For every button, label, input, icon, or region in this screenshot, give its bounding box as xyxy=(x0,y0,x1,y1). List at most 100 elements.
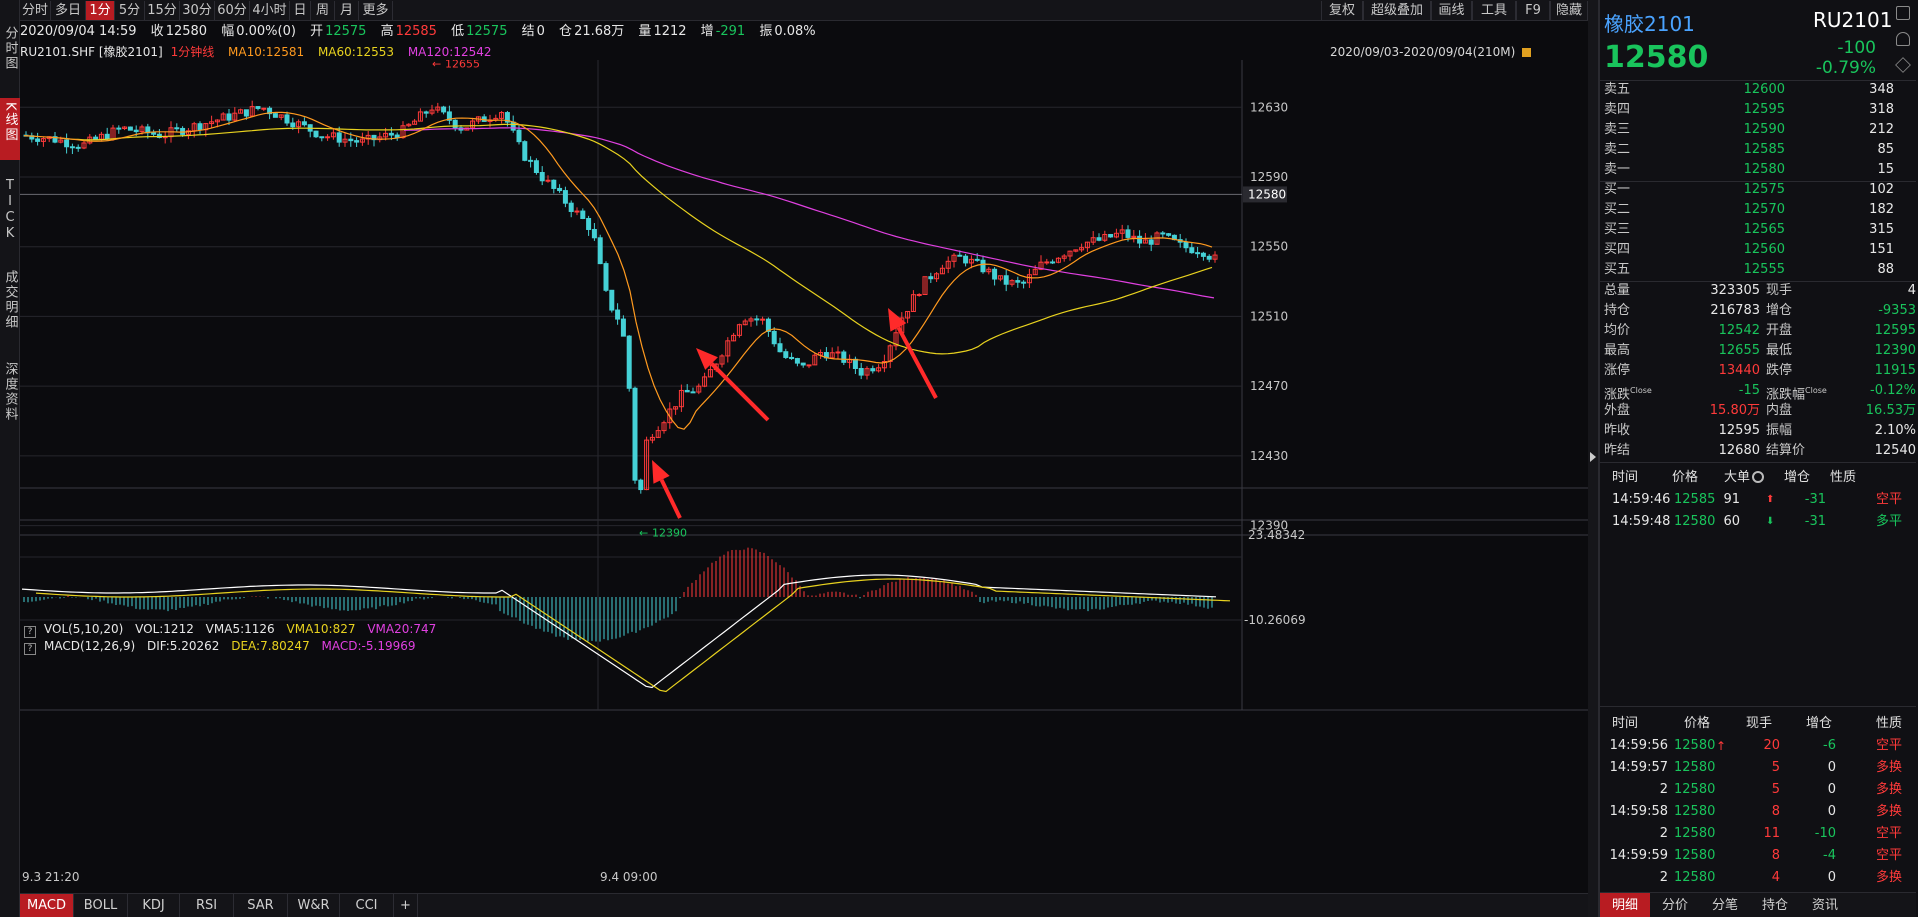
column-header: 时间 xyxy=(1612,716,1639,731)
tick-header: 时间 价格 现手 增仓 性质 xyxy=(1600,713,1916,735)
order-book-row[interactable]: 买五 12555 88 xyxy=(1604,260,1916,280)
question-icon[interactable] xyxy=(1896,6,1910,20)
period-button-9[interactable]: 周 xyxy=(311,1,335,20)
indicator-tab-3[interactable]: RSI xyxy=(180,894,234,917)
stat-label-text: 现手 xyxy=(1766,283,1793,298)
tool-button-4[interactable]: F9 xyxy=(1516,1,1550,20)
stats-row: 外盘 15.80万 内盘 16.53万 xyxy=(1604,401,1916,421)
tick-price: 12580 xyxy=(1674,826,1716,841)
tick-row[interactable]: 14:59:59 12580 8 -4 空平 xyxy=(1600,845,1916,867)
nav-tab-timeshare[interactable]: 分时图 xyxy=(0,22,20,84)
macd-value: MACD:-5.19969 xyxy=(321,639,416,653)
indicator-tab-6[interactable]: CCI xyxy=(340,894,394,917)
edit-icon[interactable] xyxy=(1895,57,1911,73)
indicator-tab-1[interactable]: BOLL xyxy=(74,894,128,917)
period-button-4[interactable]: 15分 xyxy=(145,1,180,20)
candle-body xyxy=(905,310,911,319)
panel-tab-1[interactable]: 分价 xyxy=(1661,898,1688,913)
stat-label-text: 内盘 xyxy=(1766,403,1793,418)
divider xyxy=(1600,80,1916,81)
tick-price: 12580 xyxy=(1674,848,1716,863)
indicator-tab-4[interactable]: SAR xyxy=(234,894,288,917)
stat-value: 12595 xyxy=(1718,423,1760,438)
panel-tab-3[interactable]: 持仓 xyxy=(1761,898,1788,913)
period-button-1[interactable]: 多日 xyxy=(51,1,86,20)
trade-volume: 91 xyxy=(1723,492,1740,507)
candle-body xyxy=(1166,233,1172,236)
nav-tab-tick[interactable]: TICK xyxy=(0,174,20,254)
order-level-label: 买一 xyxy=(1604,182,1631,197)
period-button-5[interactable]: 30分 xyxy=(180,1,215,20)
panel-tab-4[interactable]: 资讯 xyxy=(1811,898,1838,913)
candle-body xyxy=(794,358,800,364)
indicator-tab-5[interactable]: W&R xyxy=(288,894,340,917)
candle-body xyxy=(156,133,162,138)
column-header: 大单 xyxy=(1724,470,1751,485)
left-vertical-nav: 分时图 K线图 TICK 成交明细 深度资料 xyxy=(0,0,20,917)
order-book-row[interactable]: 买四 12560 151 xyxy=(1604,240,1916,260)
period-button-0[interactable]: 分时 xyxy=(20,1,51,20)
tool-button-2[interactable]: 画线 xyxy=(1431,1,1472,20)
tick-row[interactable]: 2 12580 5 0 多换 xyxy=(1600,779,1916,801)
candle-body xyxy=(609,289,615,311)
order-book-row[interactable]: 卖一 12580 15 xyxy=(1604,160,1916,180)
period-button-3[interactable]: 5分 xyxy=(115,1,145,20)
stat-label: 现手 xyxy=(1766,281,1792,301)
period-button-7[interactable]: 4小时 xyxy=(250,1,290,20)
help-icon[interactable]: ? xyxy=(24,626,36,638)
order-book-row[interactable]: 卖三 12590 212 xyxy=(1604,120,1916,140)
order-book-row[interactable]: 买二 12570 182 xyxy=(1604,200,1916,220)
order-book-row[interactable]: 买一 12575 102 xyxy=(1604,180,1916,200)
period-button-11[interactable]: 更多 xyxy=(359,1,393,20)
order-book-row[interactable]: 卖五 12600 348 xyxy=(1604,80,1916,100)
nav-tab-kline[interactable]: K线图 xyxy=(0,98,20,160)
tool-button-0[interactable]: 复权 xyxy=(1321,1,1363,20)
trade-time: 14:59:48 xyxy=(1612,514,1671,529)
change-value: 0.00%(0) xyxy=(236,24,296,39)
bell-icon[interactable] xyxy=(1896,32,1910,46)
lock-icon[interactable] xyxy=(1522,48,1532,57)
order-book-row[interactable]: 买三 12565 315 xyxy=(1604,220,1916,240)
nav-tab-trade-detail[interactable]: 成交明细 xyxy=(0,266,20,346)
stats-row: 涨跌Close -15 涨跌幅Close -0.12% xyxy=(1604,381,1916,402)
panel-tab-2[interactable]: 分笔 xyxy=(1711,898,1738,913)
price-tick-label: 12630 xyxy=(1250,100,1288,114)
stats-row: 涨停 13440 跌停 11915 xyxy=(1604,361,1916,381)
candle-body xyxy=(626,335,632,389)
arrow-head xyxy=(696,348,718,370)
stat-label: 振幅 xyxy=(1766,421,1792,441)
help-icon[interactable]: ? xyxy=(24,643,36,655)
panel-tab-0[interactable]: 明细 xyxy=(1600,893,1650,917)
candle-body xyxy=(423,111,429,114)
candle-body xyxy=(812,354,818,366)
amplitude-value: 0.08% xyxy=(774,24,816,39)
tick-row[interactable]: 2 12580 4 0 多换 xyxy=(1600,867,1916,889)
tick-price: 12580 xyxy=(1674,738,1716,753)
panel-collapse-handle[interactable] xyxy=(1588,0,1598,917)
tool-button-1[interactable]: 超级叠加 xyxy=(1363,1,1431,20)
tick-row[interactable]: 14:59:57 12580 5 0 多换 xyxy=(1600,757,1916,779)
gear-icon[interactable] xyxy=(1752,471,1764,483)
candle-body xyxy=(754,318,760,321)
period-button-2[interactable]: 1分 xyxy=(86,1,115,20)
indicator-tab-0[interactable]: MACD xyxy=(20,894,74,917)
period-button-10[interactable]: 月 xyxy=(335,1,359,20)
tick-row[interactable]: 14:59:56 12580 ↑ 20 -6 空平 xyxy=(1600,735,1916,757)
tool-button-3[interactable]: 工具 xyxy=(1472,1,1516,20)
indicator-tab-7[interactable]: + xyxy=(394,894,418,917)
tool-button-5[interactable]: 隐藏 xyxy=(1550,1,1588,20)
candle-body xyxy=(290,122,296,128)
big-trade-row[interactable]: 14:59:48 12580 60 ⬇ -31 多平 xyxy=(1600,511,1916,533)
kline-chart[interactable]: 12630 12590 12550 12510 12470 12430 12390 12580… xyxy=(20,60,1588,893)
period-button-6[interactable]: 60分 xyxy=(215,1,250,20)
order-book-row[interactable]: 卖四 12595 318 xyxy=(1604,100,1916,120)
order-book-row[interactable]: 卖二 12585 85 xyxy=(1604,140,1916,160)
tick-row[interactable]: 2 12580 11 -10 空平 xyxy=(1600,823,1916,845)
close-value: 12580 xyxy=(165,24,208,39)
nav-tab-depth[interactable]: 深度资料 xyxy=(0,358,20,438)
period-button-8[interactable]: 日 xyxy=(290,1,311,20)
period-label: 1分钟线 xyxy=(170,45,215,59)
indicator-tab-2[interactable]: KDJ xyxy=(128,894,180,917)
tick-row[interactable]: 14:59:58 12580 8 0 多换 xyxy=(1600,801,1916,823)
big-trade-row[interactable]: 14:59:46 12585 91 ⬆ -31 空平 xyxy=(1600,489,1916,511)
